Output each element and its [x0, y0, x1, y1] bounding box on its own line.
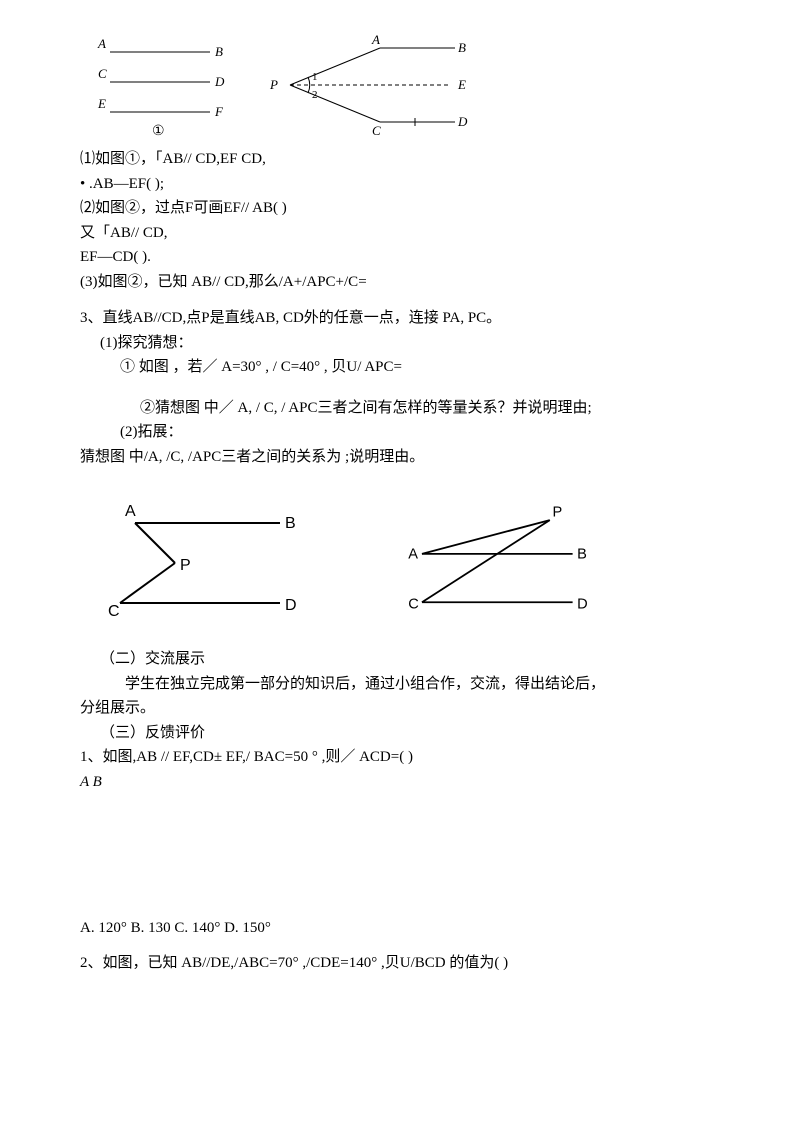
- fig3-label-A: A: [125, 503, 136, 520]
- fig1-label-D: D: [214, 74, 225, 89]
- figure-1: A B C D E F ①: [80, 30, 240, 140]
- figures-row-2: A B P C D P A B C D: [100, 498, 740, 628]
- fig1-label-E: E: [97, 96, 106, 111]
- fig2-label-2: 2: [312, 89, 318, 101]
- fig4-label-P: P: [553, 504, 563, 520]
- fig2-label-A: A: [371, 32, 380, 47]
- figures-row-1: A B C D E F ① A B E C D: [80, 30, 740, 140]
- section2-p1: 学生在独立完成第一部分的知识后，通过小组合作，交流，得出结论后，: [80, 673, 740, 696]
- q3-p1: (1)探究猜想：: [100, 332, 740, 355]
- fig4-label-A: A: [408, 546, 418, 562]
- fig2-label-B: B: [458, 40, 466, 55]
- q3-title: 3、直线AB//CD,点P是直线AB, CD外的任意一点，连接 PA, PC。: [80, 307, 740, 330]
- section3-opts: A. 120° B. 130 C. 140° D. 150°: [80, 917, 740, 940]
- section2-heading: （二）交流展示: [100, 648, 740, 671]
- q3-p2: (2)拓展：: [120, 421, 740, 444]
- q3-p1a: ① 如图 ，若／ A=30° , / C=40° , 贝U/ APC=: [120, 356, 740, 379]
- q3-p2a: 猜想图 中/A, /C, /APC三者之间的关系为 ;说明理由。: [80, 446, 740, 469]
- fig3-label-D: D: [285, 597, 297, 614]
- q1-line2: • .AB—EF( );: [80, 173, 740, 196]
- figure-4: P A B C D: [390, 498, 600, 628]
- fig2-label-P: P: [269, 77, 278, 92]
- section3-ab: A B: [80, 771, 740, 794]
- fig3-label-P: P: [180, 557, 191, 574]
- fig4-label-C: C: [408, 597, 419, 613]
- fig4-label-B: B: [577, 546, 587, 562]
- fig1-label-C: C: [98, 66, 107, 81]
- blank-space: [80, 795, 740, 915]
- fig1-label-B: B: [215, 44, 223, 59]
- section3-q1: 1、如图,AB // EF,CD± EF,/ BAC=50 ° ,则／ ACD=…: [80, 746, 740, 769]
- figure-3: A B P C D: [100, 498, 310, 628]
- fig2-label-C: C: [372, 123, 381, 138]
- fig3-label-C: C: [108, 603, 120, 620]
- fig2-label-E: E: [457, 77, 466, 92]
- q1-line6: (3)如图②，已知 AB// CD,那么/A+/APC+/C=: [80, 271, 740, 294]
- figure-2: A B E C D P 1 2: [260, 30, 480, 140]
- q1-line3: ⑵如图②，过点F可画EF// AB( ): [80, 197, 740, 220]
- fig4-label-D: D: [577, 597, 588, 613]
- section3-q2: 2、如图，已知 AB//DE,/ABC=70° ,/CDE=140° ,贝U/B…: [80, 952, 740, 975]
- q1-line1: ⑴如图①，「AB// CD,EF CD,: [80, 148, 740, 171]
- section3-heading: （三）反馈评价: [100, 722, 740, 745]
- q1-line4: 又「AB// CD,: [80, 222, 740, 245]
- fig1-label-A: A: [97, 36, 106, 51]
- fig1-label-F: F: [214, 104, 224, 119]
- section2-p2: 分组展示。: [80, 697, 740, 720]
- fig2-label-1: 1: [312, 71, 318, 83]
- q3-p1b: ②猜想图 中／ A, / C, / APC三者之间有怎样的等量关系？并说明理由;: [140, 397, 740, 420]
- q1-line5: EF—CD( ).: [80, 246, 740, 269]
- fig1-label-circ: ①: [152, 124, 165, 139]
- fig2-label-D: D: [457, 114, 468, 129]
- fig3-label-B: B: [285, 515, 296, 532]
